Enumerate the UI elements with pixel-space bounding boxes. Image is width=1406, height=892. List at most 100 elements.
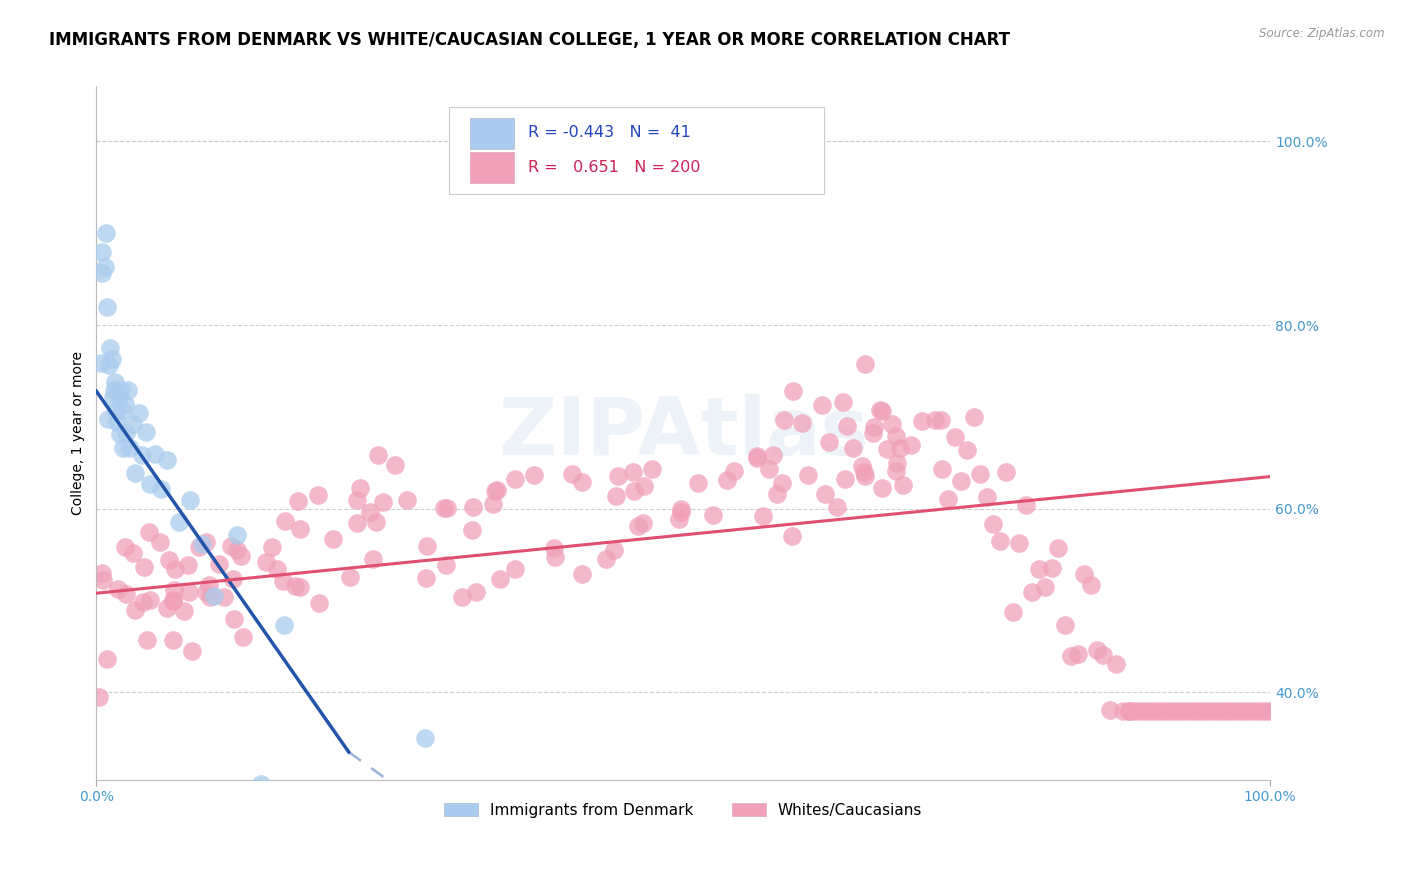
Point bbox=[274, 515, 297, 529]
Point bbox=[863, 420, 886, 434]
Point bbox=[111, 403, 134, 417]
Y-axis label: College, 1 year or more: College, 1 year or more bbox=[72, 351, 86, 515]
Point bbox=[121, 417, 143, 431]
Point bbox=[93, 260, 115, 275]
Point bbox=[156, 600, 179, 615]
Point bbox=[1225, 704, 1247, 718]
Point bbox=[284, 578, 307, 592]
Point bbox=[1254, 704, 1277, 718]
Point bbox=[89, 690, 111, 704]
Point bbox=[179, 493, 201, 508]
Point bbox=[254, 555, 277, 569]
Point bbox=[107, 389, 129, 403]
Point bbox=[669, 505, 692, 519]
Point bbox=[963, 410, 986, 425]
Point bbox=[1220, 704, 1243, 718]
Point bbox=[112, 441, 135, 455]
Point bbox=[790, 416, 813, 430]
Point bbox=[120, 442, 142, 456]
Point bbox=[346, 493, 368, 508]
Point bbox=[1028, 562, 1050, 576]
Point bbox=[91, 573, 114, 587]
Point bbox=[631, 516, 654, 530]
Point bbox=[273, 618, 295, 632]
FancyBboxPatch shape bbox=[449, 107, 824, 194]
Point bbox=[832, 395, 855, 409]
Point bbox=[138, 524, 160, 539]
Point bbox=[523, 468, 546, 483]
Point bbox=[143, 447, 166, 461]
Point bbox=[124, 466, 146, 480]
Point bbox=[876, 442, 898, 456]
Point bbox=[853, 469, 876, 483]
Point bbox=[995, 465, 1018, 479]
Point bbox=[862, 425, 884, 440]
Point bbox=[814, 487, 837, 501]
Point bbox=[571, 475, 593, 490]
Point bbox=[1143, 704, 1166, 718]
Point bbox=[633, 479, 655, 493]
Point bbox=[229, 549, 252, 564]
Point bbox=[195, 585, 218, 599]
Point bbox=[723, 464, 745, 478]
Text: Source: ZipAtlas.com: Source: ZipAtlas.com bbox=[1260, 27, 1385, 40]
Point bbox=[461, 500, 484, 514]
Point bbox=[384, 458, 406, 473]
Point bbox=[571, 566, 593, 581]
Point bbox=[485, 483, 508, 497]
Point bbox=[91, 266, 114, 280]
Point bbox=[339, 570, 361, 584]
Point bbox=[149, 535, 172, 549]
Legend: Immigrants from Denmark, Whites/Caucasians: Immigrants from Denmark, Whites/Caucasia… bbox=[439, 797, 928, 824]
Point bbox=[1177, 704, 1199, 718]
Point bbox=[1147, 704, 1170, 718]
Point bbox=[436, 501, 458, 516]
Point bbox=[114, 425, 136, 440]
Point bbox=[603, 542, 626, 557]
Point bbox=[1152, 704, 1174, 718]
Point bbox=[773, 413, 796, 427]
Point bbox=[869, 402, 891, 417]
Point bbox=[627, 518, 650, 533]
Point bbox=[434, 558, 457, 573]
Point bbox=[149, 482, 172, 496]
Point bbox=[100, 352, 122, 367]
Point bbox=[1133, 704, 1156, 718]
Point bbox=[361, 552, 384, 566]
Point bbox=[1098, 703, 1121, 717]
Point bbox=[139, 592, 162, 607]
Point bbox=[212, 590, 235, 604]
Point bbox=[872, 481, 894, 495]
Point bbox=[271, 574, 294, 589]
Point bbox=[1250, 704, 1272, 718]
Point bbox=[346, 516, 368, 530]
Point bbox=[1197, 704, 1219, 718]
Point bbox=[1118, 704, 1140, 718]
Point bbox=[988, 533, 1011, 548]
Point bbox=[1118, 704, 1140, 718]
Point bbox=[810, 398, 832, 412]
Point bbox=[1191, 704, 1213, 718]
Point bbox=[489, 572, 512, 586]
Point bbox=[177, 558, 200, 572]
Point bbox=[308, 596, 330, 610]
Point bbox=[1047, 541, 1070, 556]
Point bbox=[396, 493, 419, 508]
Point bbox=[187, 540, 209, 554]
Text: ZIPAtlas: ZIPAtlas bbox=[498, 394, 869, 472]
Point bbox=[108, 427, 131, 442]
Point bbox=[167, 515, 190, 529]
Point bbox=[107, 582, 129, 597]
Point bbox=[1040, 561, 1063, 575]
Point bbox=[198, 590, 221, 604]
Point bbox=[825, 500, 848, 514]
Point bbox=[100, 342, 122, 356]
Point bbox=[543, 541, 565, 555]
Point bbox=[1240, 704, 1263, 718]
Point bbox=[124, 603, 146, 617]
Point bbox=[668, 512, 690, 526]
Point bbox=[872, 403, 894, 417]
Point bbox=[607, 468, 630, 483]
Point bbox=[931, 461, 953, 475]
Point bbox=[1181, 704, 1204, 718]
